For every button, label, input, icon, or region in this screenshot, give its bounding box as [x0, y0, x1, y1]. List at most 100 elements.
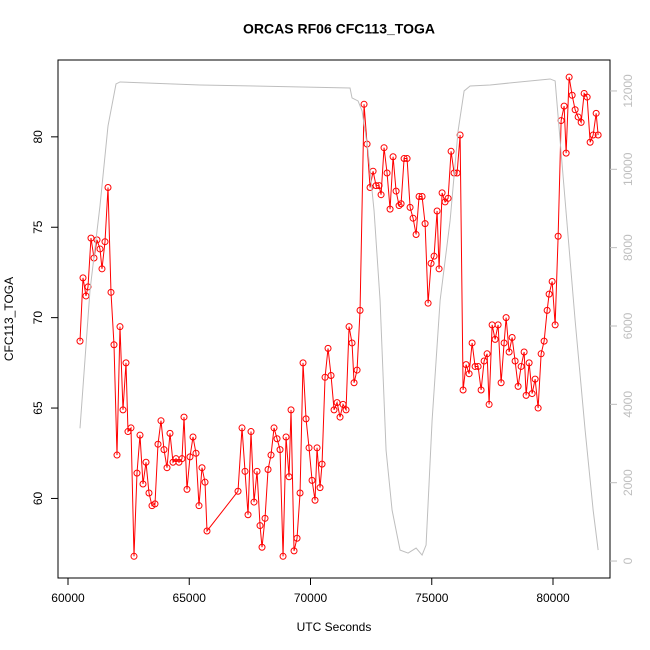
series-line [79, 77, 599, 557]
data-point [412, 230, 420, 238]
data-point [282, 433, 290, 441]
data-point [551, 321, 559, 329]
data-point [139, 480, 147, 488]
data-point [154, 440, 162, 448]
data-point [195, 502, 203, 510]
data-point [136, 431, 144, 439]
data-point [324, 344, 332, 352]
data-point [264, 466, 272, 474]
y-tick-label: 80 [31, 130, 45, 144]
data-point [560, 102, 568, 110]
data-point [84, 283, 92, 291]
data-point [339, 400, 347, 408]
data-point [491, 335, 499, 343]
data-point [418, 193, 426, 201]
data-point [433, 207, 441, 215]
data-point [511, 357, 519, 365]
data-point [348, 339, 356, 347]
data-point [76, 337, 84, 345]
data-point [104, 183, 112, 191]
data-point [166, 429, 174, 437]
data-point [241, 467, 249, 475]
data-point [380, 144, 388, 152]
data-point [427, 259, 435, 267]
data-point [474, 362, 482, 370]
data-point [101, 238, 109, 246]
data-point [113, 451, 121, 459]
data-point [360, 100, 368, 108]
data-point [327, 372, 335, 380]
data-point [290, 547, 298, 555]
data-point [276, 446, 284, 454]
data-point [133, 469, 141, 477]
data-point [586, 138, 594, 146]
data-point [377, 191, 385, 199]
data-point [350, 379, 358, 387]
data-point [261, 514, 269, 522]
data-point [540, 337, 548, 345]
data-point [82, 292, 90, 300]
data-point [577, 118, 585, 126]
data-point [342, 406, 350, 414]
data-point [119, 406, 127, 414]
data-point [548, 277, 556, 285]
data-point [400, 155, 408, 163]
y2-tick-label: 2000 [621, 469, 635, 496]
data-point [110, 341, 118, 349]
data-point [253, 467, 261, 475]
data-point [293, 534, 301, 542]
data-point [395, 202, 403, 210]
data-point [122, 359, 130, 367]
data-point [299, 359, 307, 367]
data-point [186, 453, 194, 461]
x-tick-label: 65000 [173, 591, 207, 605]
data-point [107, 288, 115, 296]
data-point [192, 449, 200, 457]
data-point [142, 458, 150, 466]
y-tick-label: 65 [31, 401, 45, 415]
data-point [415, 193, 423, 201]
data-point [522, 391, 530, 399]
data-point [525, 359, 533, 367]
x-tick-label: 75000 [415, 591, 449, 605]
data-point [180, 413, 188, 421]
x-tick-label: 80000 [536, 591, 570, 605]
data-point [316, 484, 324, 492]
data-point [96, 245, 104, 253]
data-point [234, 487, 242, 495]
x-axis-label: UTC Seconds [297, 620, 372, 634]
data-point [568, 91, 576, 99]
data-point [456, 131, 464, 139]
plot-frame [57, 59, 611, 579]
data-point [353, 366, 361, 374]
data-point [98, 265, 106, 273]
data-point [270, 424, 278, 432]
data-point [514, 382, 522, 390]
y2-tick-label: 12000 [621, 74, 635, 108]
data-point [256, 522, 264, 530]
data-point [459, 386, 467, 394]
data-point [589, 131, 597, 139]
data-point [562, 149, 570, 157]
data-point [273, 435, 281, 443]
data-point [594, 131, 602, 139]
data-point [502, 314, 510, 322]
data-point [163, 464, 171, 472]
data-point [505, 348, 513, 356]
data-point [318, 460, 326, 468]
data-point [183, 485, 191, 493]
data-point [571, 106, 579, 114]
data-point [471, 362, 479, 370]
data-point [198, 464, 206, 472]
data-point [462, 361, 470, 369]
data-point [356, 306, 364, 314]
y-axis-label: CFC113_TOGA [2, 277, 16, 361]
data-point [435, 265, 443, 273]
data-point [151, 500, 159, 508]
data-point [285, 473, 293, 481]
y2-tick-label: 6000 [621, 312, 635, 339]
data-point [447, 147, 455, 155]
data-point [336, 413, 344, 421]
data-point [508, 334, 516, 342]
y-tick-label: 70 [31, 311, 45, 325]
